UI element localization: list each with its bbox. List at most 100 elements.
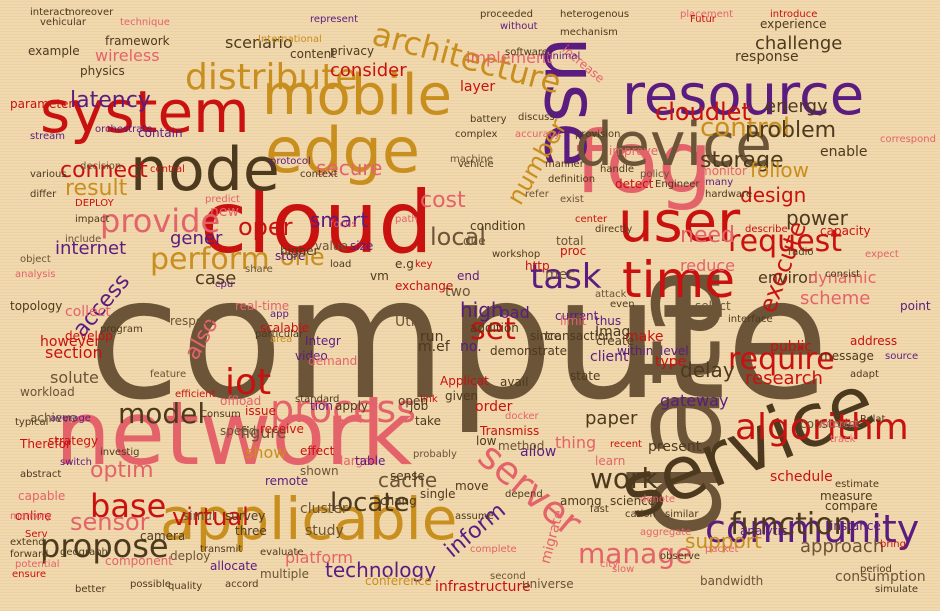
word-174: order xyxy=(475,399,513,415)
word-284: quality xyxy=(168,581,203,592)
word-36: oper xyxy=(238,213,293,241)
word-202: simul xyxy=(183,509,216,523)
word-223: demand xyxy=(308,354,358,368)
word-30: require xyxy=(728,342,835,377)
word-48: energy xyxy=(765,96,828,117)
word-13: resource xyxy=(622,63,865,128)
word-140: e.g xyxy=(395,257,414,271)
word-137: m.ef xyxy=(418,339,450,355)
word-131: new xyxy=(210,204,239,220)
word-229: Util xyxy=(395,314,419,330)
word-279: Consum xyxy=(200,409,241,420)
word-182: total xyxy=(556,234,584,248)
word-300: orchestrate xyxy=(95,124,153,135)
word-55: implement xyxy=(466,48,553,67)
word-216: science xyxy=(610,494,656,508)
word-154: deploy xyxy=(170,549,211,563)
word-196: monitor xyxy=(700,164,747,178)
word-62: power xyxy=(786,206,848,230)
word-199: message xyxy=(820,349,874,363)
word-115: vehicle xyxy=(458,159,494,170)
word-139: no. xyxy=(460,339,482,355)
word-220: interest xyxy=(820,419,859,430)
word-113: decision xyxy=(80,161,122,172)
word-203: interface xyxy=(728,314,773,325)
word-171: end xyxy=(457,269,480,283)
word-309: even xyxy=(610,299,635,310)
word-173: http xyxy=(525,259,550,273)
word-262: workshop xyxy=(492,249,541,260)
word-99: mechanism xyxy=(560,27,618,38)
word-290: potential xyxy=(15,559,60,570)
word-134: two xyxy=(445,284,471,300)
word-169: select xyxy=(695,299,731,313)
word-18: iot xyxy=(225,362,272,403)
word-189: addition xyxy=(470,321,519,335)
word-71: gener xyxy=(170,228,223,249)
word-240: bring xyxy=(880,539,906,550)
word-22: distribute xyxy=(185,57,358,98)
word-114: protocol xyxy=(270,156,311,167)
word-105: wireless xyxy=(95,46,160,65)
word-151: study xyxy=(305,523,344,539)
word-153: allocate xyxy=(210,559,258,573)
word-327: observe xyxy=(660,551,701,562)
word-222: efficient xyxy=(175,389,216,400)
word-116: discuss xyxy=(518,112,555,123)
word-282: better xyxy=(75,584,106,595)
word-285: memory xyxy=(10,511,52,522)
word-266: sense xyxy=(390,469,425,483)
word-82: gateway xyxy=(660,391,729,410)
word-121: object xyxy=(20,254,51,265)
word-304: manner xyxy=(545,159,584,170)
word-64: reduce xyxy=(680,256,736,275)
word-103: scenario xyxy=(225,33,293,52)
word-275: apply xyxy=(335,399,369,413)
word-101: privacy xyxy=(330,44,375,58)
word-33: control xyxy=(700,113,791,143)
word-179: detect xyxy=(615,177,654,191)
word-243: Futur xyxy=(690,14,716,25)
word-168: public xyxy=(770,339,813,355)
word-228: cpu xyxy=(215,279,234,290)
word-209: shown xyxy=(300,464,339,478)
word-95: experience xyxy=(760,17,827,31)
word-19: process xyxy=(270,387,417,431)
word-265: table xyxy=(355,454,386,468)
word-211: three xyxy=(235,524,267,538)
word-57: approach xyxy=(800,536,885,557)
word-318: investig xyxy=(100,447,140,458)
word-225: Applicat xyxy=(440,374,489,388)
word-31: manage xyxy=(578,537,693,570)
word-138: run xyxy=(420,329,444,345)
word-142: load xyxy=(330,259,352,270)
word-89: compare xyxy=(825,499,878,513)
word-276: recent xyxy=(610,439,642,450)
word-165: make xyxy=(625,329,664,345)
word-32: work xyxy=(590,462,658,495)
word-181: low xyxy=(476,434,497,448)
word-326: slow xyxy=(612,564,635,575)
word-238: point xyxy=(900,299,931,313)
word-11: system xyxy=(40,78,250,146)
word-188: tion xyxy=(310,399,333,413)
word-233: Integr xyxy=(305,334,341,348)
word-92: challenge xyxy=(755,33,843,54)
word-124: develop xyxy=(65,329,113,343)
word-167: client xyxy=(590,349,629,365)
word-135: oad xyxy=(500,303,530,322)
word-308: radio xyxy=(788,247,814,258)
word-218: similar xyxy=(665,509,699,520)
word-164: state xyxy=(570,369,601,383)
word-319: geograph xyxy=(60,547,108,558)
word-46: local xyxy=(430,223,486,251)
word-41: optim xyxy=(90,458,154,483)
word-14: user xyxy=(618,190,741,255)
word-88: schedule xyxy=(770,469,833,485)
word-16: community xyxy=(705,507,920,551)
word-306: handle xyxy=(600,164,635,175)
word-158: universe xyxy=(522,577,574,591)
word-303: accuracy xyxy=(515,129,561,140)
word-26: model xyxy=(118,397,206,430)
word-3: network xyxy=(55,382,413,485)
